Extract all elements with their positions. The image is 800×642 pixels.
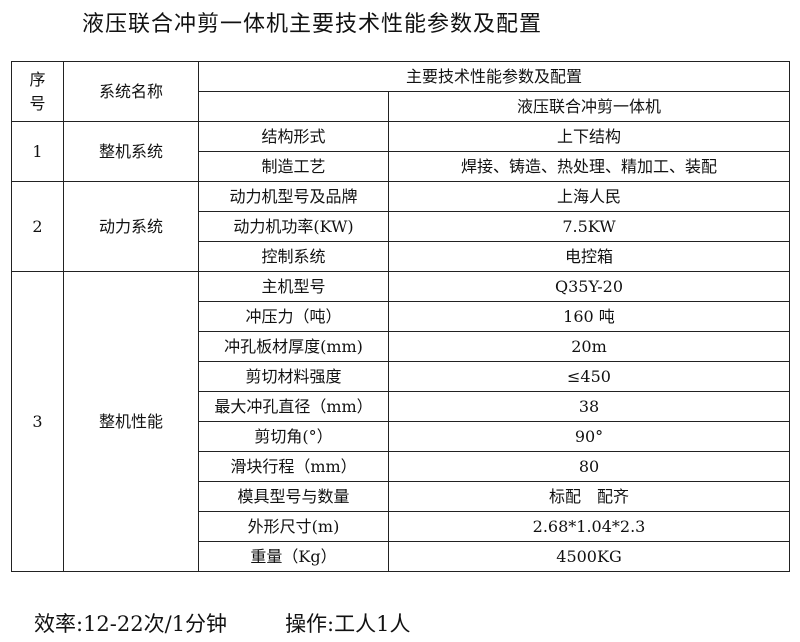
param-name: 主机型号 [198, 271, 389, 302]
param-value: 标配 配齐 [388, 481, 790, 512]
table-row: 重量（Kg） 4500KG [12, 541, 790, 572]
param-name: 外形尺寸(m) [198, 511, 389, 542]
table-row: 剪切材料强度 ≤450 [12, 361, 790, 392]
param-value: 2.68*1.04*2.3 [388, 511, 790, 542]
param-value: 4500KG [388, 541, 790, 572]
document-title: 液压联合冲剪一体机主要技术性能参数及配置 [82, 12, 543, 37]
table-row: 冲孔板材厚度(mm) 20m [12, 331, 790, 362]
param-value: 焊接、铸造、热处理、精加工、装配 [388, 151, 790, 182]
group-no: 2 [11, 181, 64, 272]
param-value: 上海人民 [388, 181, 790, 212]
param-value: 7.5KW [388, 211, 790, 242]
group-system: 动力系统 [63, 181, 199, 272]
header-params: 主要技术性能参数及配置 [198, 61, 790, 92]
header-row: 序号 系统名称 主要技术性能参数及配置 [11, 61, 790, 122]
param-name: 模具型号与数量 [198, 481, 389, 512]
param-value: 90° [388, 421, 790, 452]
header-system: 系统名称 [63, 61, 199, 122]
param-name: 控制系统 [198, 241, 389, 272]
param-value: 上下结构 [388, 121, 790, 152]
group-system: 整机系统 [63, 121, 199, 182]
param-value: 电控箱 [388, 241, 790, 272]
param-name: 滑块行程（mm） [198, 451, 389, 482]
operation-text: 操作:工人1人 [285, 612, 411, 636]
param-name: 剪切角(°） [198, 421, 389, 452]
table-row: 剪切角(°） 90° [12, 421, 790, 452]
param-name: 冲孔板材厚度(mm) [198, 331, 389, 362]
param-name: 重量（Kg） [198, 541, 389, 572]
header-no: 序号 [11, 61, 64, 122]
param-value: 80 [388, 451, 790, 482]
header-empty [198, 91, 389, 122]
table-row: 2 动力系统 动力机型号及品牌 上海人民 [11, 181, 790, 272]
param-value: ≤450 [388, 361, 790, 392]
param-name: 结构形式 [198, 121, 389, 152]
group-no: 3 [11, 271, 64, 572]
param-name: 最大冲孔直径（mm） [198, 391, 389, 422]
header-machine: 液压联合冲剪一体机 [388, 91, 790, 122]
table-row: 最大冲孔直径（mm） 38 [12, 391, 790, 422]
param-name: 制造工艺 [198, 151, 389, 182]
param-name: 动力机功率(KW) [198, 211, 389, 242]
param-value: Q35Y-20 [388, 271, 790, 302]
table-row: 3 整机性能 主机型号 Q35Y-20 [11, 271, 790, 572]
table-row: 滑块行程（mm） 80 [12, 451, 790, 482]
table-row: 冲压力（吨） 160 吨 [12, 301, 790, 332]
group-no: 1 [11, 121, 64, 182]
table-row: 外形尺寸(m) 2.68*1.04*2.3 [12, 511, 790, 542]
param-name: 剪切材料强度 [198, 361, 389, 392]
param-name: 动力机型号及品牌 [198, 181, 389, 212]
table-row: 动力机功率(KW) 7.5KW [12, 211, 790, 242]
group-system: 整机性能 [63, 271, 199, 572]
param-value: 160 吨 [388, 301, 790, 332]
param-name: 冲压力（吨） [198, 301, 389, 332]
efficiency-text: 效率:12-22次/1分钟 [34, 612, 228, 636]
spec-table: 序号 系统名称 主要技术性能参数及配置 液压联合冲剪一体机 1 整机系统 结构形式上… [11, 61, 790, 572]
param-value: 20m [388, 331, 790, 362]
table-row: 1 整机系统 结构形式 上下结构 [11, 121, 790, 182]
footer: 效率:12-22次/1分钟 操作:工人1人 [34, 608, 469, 638]
param-value: 38 [388, 391, 790, 422]
